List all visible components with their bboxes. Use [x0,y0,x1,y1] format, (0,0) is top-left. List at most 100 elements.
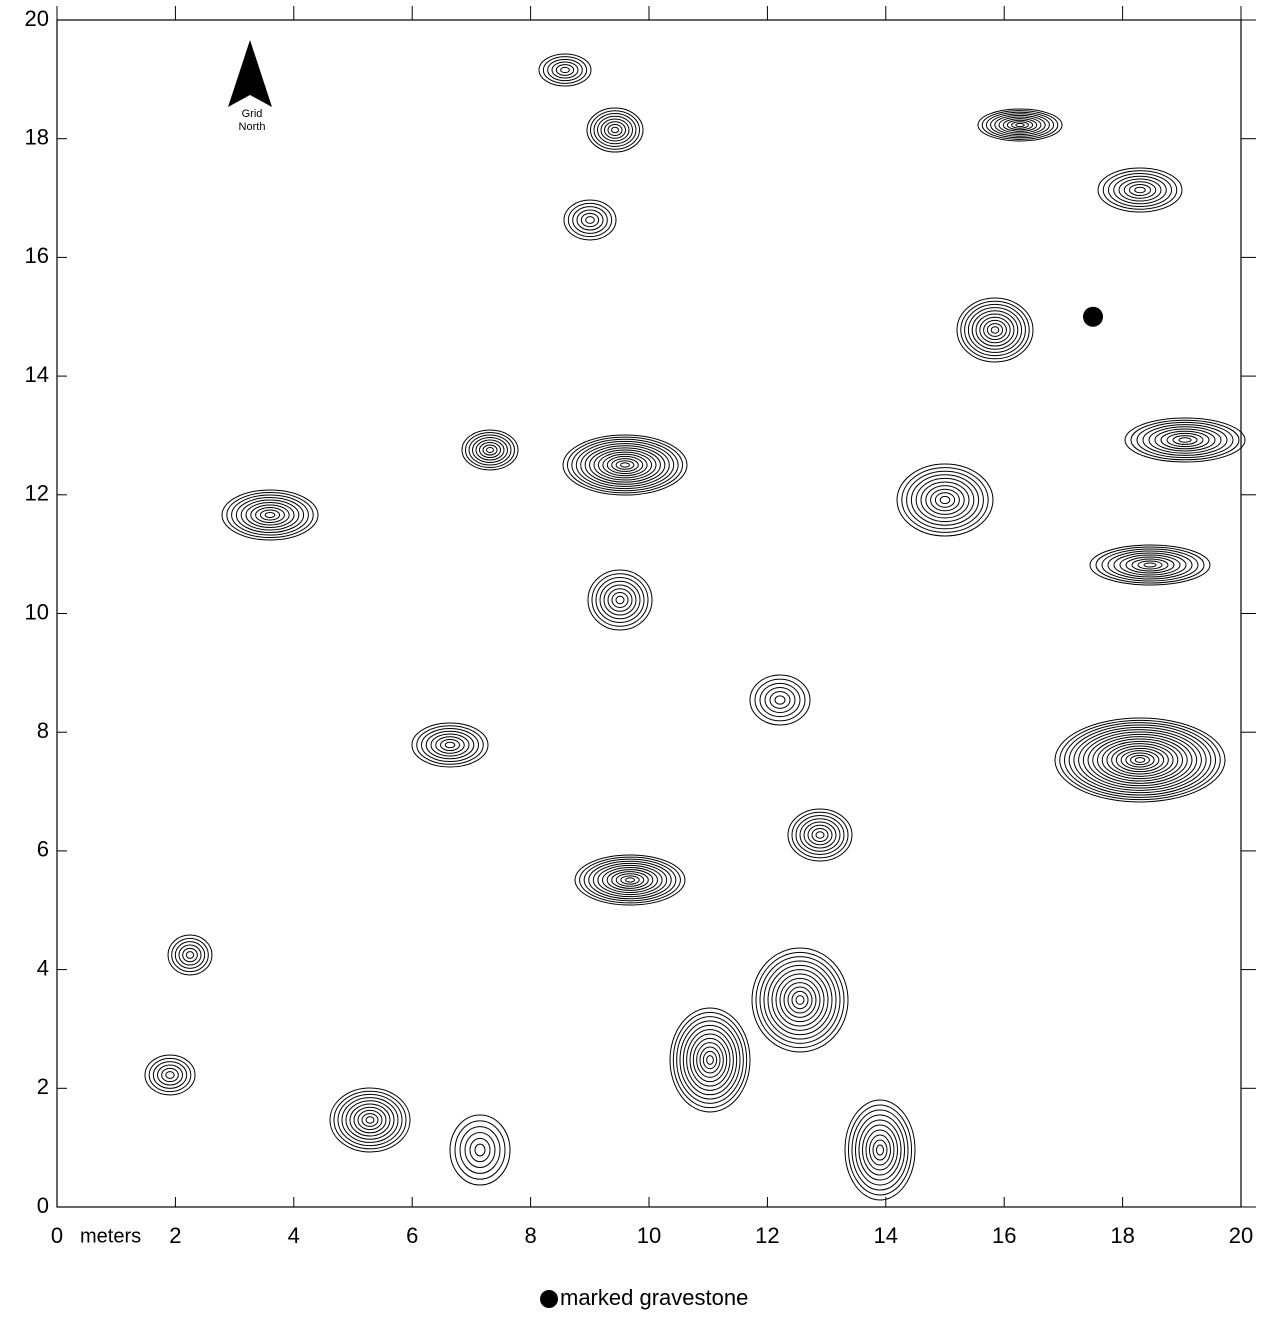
x-tick-label: 6 [406,1223,418,1248]
contour-line [1119,554,1181,576]
y-tick-label: 20 [25,6,49,31]
north-label: North [239,121,266,133]
contour-line [696,1042,724,1078]
contour-line [872,1139,888,1161]
contour-line [754,678,806,722]
contour-line [865,1129,895,1171]
contour-line [226,492,314,538]
contour-line [571,438,679,492]
contour-line [998,116,1042,134]
contour-line [1002,118,1038,132]
contour-line [157,1064,183,1086]
contour-line [1101,740,1179,780]
contour-line [562,434,688,496]
contour-line [1095,546,1205,584]
contour-line [341,1097,399,1143]
contour-line [174,941,206,969]
contour-line [454,1120,506,1180]
contour-line [579,856,681,904]
x-tick-label: 18 [1110,1223,1134,1248]
contour-line [1130,754,1150,766]
contour-line [586,107,644,153]
contour-line [791,811,849,859]
contour-line [896,463,994,537]
contour-line [676,1016,744,1104]
contour-line [161,1067,179,1083]
contour-line [472,437,508,463]
contour-line [597,451,653,479]
contour-line [1106,743,1174,777]
contour-line [421,728,479,762]
contour-line [597,115,633,145]
contour-line [1089,544,1211,586]
x-tick-label: 16 [992,1223,1016,1248]
contour-line [435,736,465,754]
contour-line [1011,121,1029,129]
contour-line [803,821,837,849]
contour-line [607,124,623,136]
contour-line [1134,186,1146,194]
contour-line [178,944,202,966]
contour-line [167,934,213,976]
contour-line [759,956,841,1044]
contour-line [862,1124,898,1176]
contour-line [1092,736,1188,784]
contour-line [580,443,670,487]
contour-line [774,695,786,705]
contour-line [584,445,666,485]
y-tick-label: 10 [25,599,49,624]
contour-line [459,1126,501,1174]
contour-line [611,126,619,134]
contour-line [1107,550,1193,580]
contour-line [901,467,989,533]
contour-line [620,462,630,468]
contour-line [333,1090,407,1150]
contour-line [979,316,1011,344]
contour-line [939,495,951,505]
x-tick-label: 8 [524,1223,536,1248]
contour-line [624,877,636,883]
contour-line [144,1054,196,1096]
contour-line [1130,419,1240,461]
contour-line [585,216,595,224]
contour-line [1113,175,1167,205]
contour-line [588,860,672,900]
contour-line [337,1093,403,1147]
contour-line [607,588,633,612]
contour-line [977,108,1063,142]
contour-line [990,326,1000,334]
contour-line [672,1011,748,1109]
contour-line [611,871,649,889]
contour-line [567,202,613,238]
contour-line [1078,729,1202,791]
contour-line [775,973,825,1027]
contour-line [876,1144,884,1156]
contour-line [593,113,637,147]
contour-line [595,577,645,623]
contour-line [444,741,456,749]
contour-line [934,492,956,508]
contour-line [1124,417,1246,463]
contour-line [602,867,658,893]
contour-line [1118,178,1162,202]
contour-line [542,56,588,84]
contour-line [580,212,600,228]
legend-marker [540,1290,558,1308]
contour-line [1082,731,1198,789]
contour-line [1148,426,1222,454]
x-tick-label: 2 [169,1223,181,1248]
contour-line [587,569,653,631]
contour-line [235,497,305,533]
contour-line [250,504,290,526]
contour-line [787,808,853,862]
contour-line [1172,435,1198,445]
contour-line [910,474,980,526]
contour-line [983,319,1007,341]
contour-line [815,831,825,839]
contour-line [1063,722,1217,798]
contour-line [1123,181,1157,199]
contour-line [345,1100,395,1140]
contour-line [240,499,300,531]
contour-line [357,1109,383,1131]
contour-line [547,58,583,82]
